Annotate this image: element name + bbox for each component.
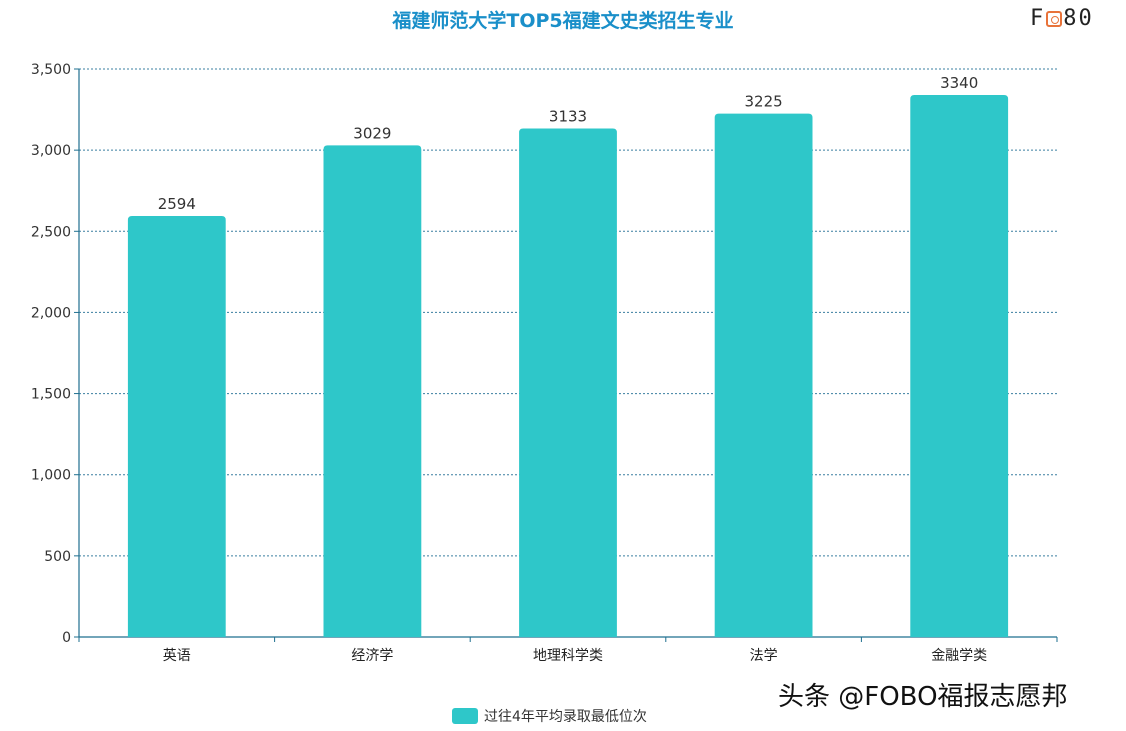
logo-text-left: F	[1030, 6, 1046, 31]
x-tick-label: 金融学类	[931, 648, 987, 664]
bar	[714, 113, 813, 638]
x-tick-label: 法学	[750, 648, 778, 664]
y-tick-label: 0	[62, 630, 71, 646]
watermark: 头条 @FOBO福报志愿邦	[778, 682, 1068, 712]
y-tick-label: 1,500	[31, 387, 71, 403]
y-tick-label: 500	[44, 549, 71, 565]
x-tick-label: 地理科学类	[533, 648, 603, 664]
data-label: 3225	[745, 93, 783, 111]
logo-text-right: 80	[1063, 6, 1094, 31]
data-label: 3340	[940, 74, 978, 92]
legend-label: 过往4年平均录取最低位次	[484, 709, 647, 725]
y-tick-label: 3,000	[31, 143, 71, 159]
fingerprint-logo-icon	[1046, 11, 1063, 27]
data-label: 3133	[549, 108, 587, 126]
chart-title: 福建师范大学TOP5福建文史类招生专业	[392, 10, 734, 32]
bar	[127, 216, 226, 637]
bar	[910, 94, 1009, 638]
y-tick-label: 1,000	[31, 468, 71, 484]
bar	[519, 128, 617, 638]
legend-swatch	[452, 708, 478, 724]
x-tick-label: 英语	[163, 647, 191, 664]
bar	[323, 145, 422, 637]
data-label: 2594	[158, 195, 196, 213]
y-tick-label: 2,000	[31, 305, 71, 321]
fobo-logo: F 80	[1030, 6, 1094, 31]
legend[interactable]: 过往4年平均录取最低位次	[452, 706, 647, 726]
data-label: 3029	[353, 124, 391, 142]
y-tick-label: 2,500	[31, 224, 71, 240]
x-tick-label: 经济学	[351, 648, 393, 664]
y-tick-label: 3,500	[31, 62, 71, 78]
